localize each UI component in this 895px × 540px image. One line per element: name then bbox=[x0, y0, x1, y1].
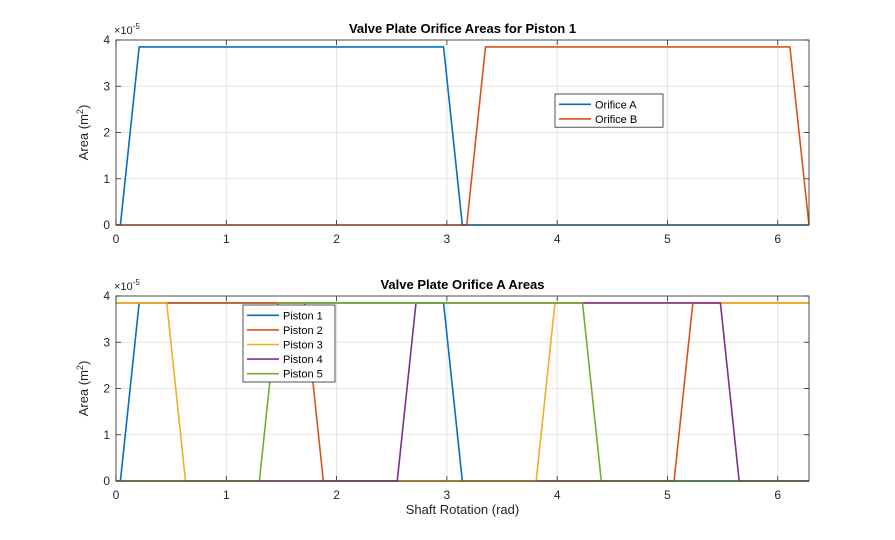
top-exponent-label: ×10-5 bbox=[114, 22, 140, 37]
top-series-line-orifice-a bbox=[116, 46, 809, 226]
bottom-legend-label-piston-4: Piston 4 bbox=[283, 354, 323, 366]
top-axes-frame bbox=[115, 39, 810, 226]
bottom-ylabel-main: Area (m bbox=[76, 370, 91, 416]
bottom-series-lines bbox=[116, 302, 809, 482]
top-ytick-label-1: 1 bbox=[103, 172, 110, 186]
bottom-legend-box bbox=[242, 304, 336, 383]
top-grid bbox=[115, 39, 809, 226]
bottom-exponent-base: ×10 bbox=[114, 281, 133, 293]
top-legend-label-orifice-a: Orifice A bbox=[595, 99, 637, 111]
bottom-xtick-label-5: 5 bbox=[664, 488, 671, 502]
top-exponent-base: ×10 bbox=[114, 25, 133, 37]
bottom-grid bbox=[115, 295, 809, 482]
top-ytick-label-3: 3 bbox=[103, 79, 110, 93]
top-ytick-label-2: 2 bbox=[103, 126, 110, 140]
bottom-xtick-label-1: 1 bbox=[223, 488, 230, 502]
bottom-series-line-piston-5 bbox=[116, 302, 809, 482]
top-xtick-label-4: 4 bbox=[554, 232, 561, 246]
bottom-tick-labels: 0 1 2 3 4 5 6 0 1 2 3 4 bbox=[103, 289, 781, 502]
bottom-legend: Piston 1 Piston 2 Piston 3 Piston 4 Piston 5 bbox=[242, 304, 336, 383]
bottom-exponent-power: -5 bbox=[133, 278, 141, 287]
top-y-axis-label: Area (m2) bbox=[75, 105, 91, 161]
bottom-ytick-label-1: 1 bbox=[103, 428, 110, 442]
top-series-line-orifice-b bbox=[116, 46, 810, 226]
bottom-ytick-label-2: 2 bbox=[103, 382, 110, 396]
bottom-xtick-label-2: 2 bbox=[333, 488, 340, 502]
bottom-xtick-label-3: 3 bbox=[444, 488, 451, 502]
top-chart-title: Valve Plate Orifice Areas for Piston 1 bbox=[349, 21, 576, 36]
bottom-exponent-label: ×10-5 bbox=[114, 278, 140, 293]
top-ytick-label-4: 4 bbox=[103, 33, 110, 47]
top-tick-labels: 0 1 2 3 4 5 6 0 1 2 3 4 bbox=[103, 33, 781, 246]
bottom-legend-label-piston-3: Piston 3 bbox=[283, 340, 323, 352]
top-legend: Orifice A Orifice B bbox=[554, 93, 664, 128]
bottom-xtick-label-6: 6 bbox=[774, 488, 781, 502]
top-xtick-label-2: 2 bbox=[333, 232, 340, 246]
top-ytick-label-0: 0 bbox=[103, 218, 110, 232]
top-axes: 0 1 2 3 4 5 6 0 1 2 3 4 Valve Plate Orifice Areas f… bbox=[75, 21, 810, 246]
top-legend-box bbox=[554, 93, 664, 128]
bottom-x-axis-label: Shaft Rotation (rad) bbox=[406, 502, 519, 517]
top-exponent-power: -5 bbox=[133, 22, 141, 31]
bottom-ytick-label-3: 3 bbox=[103, 335, 110, 349]
top-series-lines bbox=[116, 46, 810, 226]
bottom-chart-title: Valve Plate Orifice A Areas bbox=[380, 277, 544, 292]
top-ylabel-main: Area (m bbox=[76, 114, 91, 160]
top-ylabel-tail: ) bbox=[76, 105, 91, 109]
bottom-legend-label-piston-1: Piston 1 bbox=[283, 310, 323, 322]
bottom-axes: 0 1 2 3 4 5 6 0 1 2 3 4 Valve Plate Orifice A Areas… bbox=[75, 277, 810, 517]
bottom-series-line-piston-2 bbox=[116, 302, 809, 482]
bottom-ylabel-sup: 2 bbox=[75, 365, 85, 370]
top-xtick-label-5: 5 bbox=[664, 232, 671, 246]
top-legend-label-orifice-b: Orifice B bbox=[595, 114, 637, 126]
bottom-legend-label-piston-5: Piston 5 bbox=[283, 369, 323, 381]
top-xtick-label-3: 3 bbox=[444, 232, 451, 246]
bottom-y-axis-label: Area (m2) bbox=[75, 361, 91, 417]
bottom-ylabel-tail: ) bbox=[76, 361, 91, 365]
bottom-series-line-piston-3 bbox=[116, 302, 809, 482]
bottom-series-line-piston-4 bbox=[116, 302, 809, 482]
bottom-xtick-label-4: 4 bbox=[554, 488, 561, 502]
bottom-axes-frame bbox=[115, 295, 810, 482]
bottom-legend-label-piston-2: Piston 2 bbox=[283, 325, 323, 337]
top-xtick-label-6: 6 bbox=[774, 232, 781, 246]
top-ylabel-sup: 2 bbox=[75, 109, 85, 114]
top-xtick-label-1: 1 bbox=[223, 232, 230, 246]
bottom-ytick-label-0: 0 bbox=[103, 474, 110, 488]
bottom-ytick-label-4: 4 bbox=[103, 289, 110, 303]
bottom-series-line-piston-1 bbox=[116, 302, 809, 482]
bottom-xtick-label-0: 0 bbox=[113, 488, 120, 502]
top-xtick-label-0: 0 bbox=[113, 232, 120, 246]
